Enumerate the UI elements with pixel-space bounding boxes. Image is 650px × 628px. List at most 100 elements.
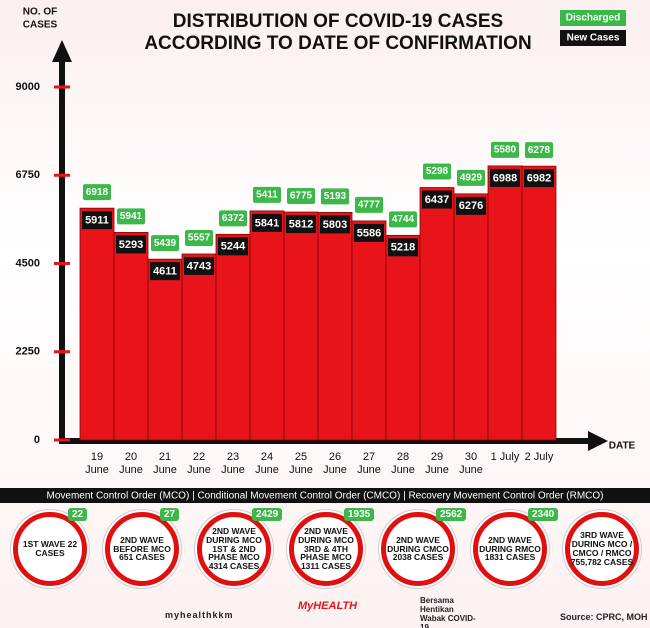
discharged-label-box: [491, 141, 519, 158]
discharged-label: 5941: [120, 211, 143, 222]
footer-handle: myhealthkkm: [165, 610, 234, 620]
chart-title: DISTRIBUTION OF COVID-19 CASES: [173, 11, 503, 32]
discharged-label: 5411: [256, 190, 278, 201]
banner: [0, 488, 650, 503]
value-label: 5244: [221, 241, 246, 253]
discharged-label: 5298: [426, 166, 449, 177]
x-tick-label: 22 June: [187, 451, 211, 476]
y-tick-label: 4500: [16, 257, 40, 269]
y-axis-label: NO. OF: [23, 7, 57, 18]
value-label: 4611: [153, 266, 177, 278]
value-label: 5586: [357, 227, 381, 239]
discharged-label: 6918: [86, 187, 109, 198]
x-tick-label: 23 June: [221, 451, 245, 476]
x-tick-label: 21 June: [153, 451, 177, 476]
value-label-box: [252, 213, 282, 232]
discharged-label: 4777: [358, 200, 381, 211]
legend-swatch: [560, 30, 626, 46]
wave-circle: 3RD WAVE DURING MCO / CMCO / RMCO 755,78…: [565, 512, 639, 586]
y-tick-label: 2250: [16, 346, 40, 358]
discharged-label: 6278: [528, 145, 551, 156]
bar: [249, 210, 285, 441]
x-tick-label: 20 June: [119, 451, 143, 476]
bar: [385, 234, 421, 441]
x-tick-label: 2 July: [524, 451, 554, 463]
legend-label: New Cases: [567, 33, 620, 44]
bar: [351, 220, 387, 441]
bar: [113, 231, 149, 441]
x-tick-label: 25 June: [289, 451, 313, 476]
discharged-label-box: [525, 142, 553, 159]
value-label-box: [150, 262, 180, 281]
wave-badge: 2562: [436, 508, 467, 521]
bar: [79, 207, 115, 441]
discharged-label-box: [321, 188, 349, 205]
bar: [317, 211, 353, 441]
chart-title: ACCORDING TO DATE OF CONFIRMATION: [144, 33, 531, 54]
value-label-box: [456, 196, 486, 215]
value-label: 5911: [85, 215, 109, 227]
discharged-label-box: [117, 208, 145, 225]
discharged-label: 4929: [460, 172, 483, 183]
value-label-box: [320, 215, 350, 234]
value-label-box: [354, 223, 384, 242]
x-tick-label: 26 June: [323, 451, 347, 476]
bar: [453, 193, 489, 441]
x-tick-label: 19 June: [85, 451, 109, 476]
value-label-box: [490, 168, 520, 187]
value-label-box: [286, 215, 316, 234]
wave-badge: 2429: [252, 508, 283, 521]
value-label: 6982: [527, 173, 551, 185]
discharged-label-box: [253, 186, 281, 203]
value-label-box: [524, 169, 554, 188]
x-tick-label: 30 June: [459, 451, 483, 476]
value-label: 5803: [323, 219, 347, 231]
value-label-box: [116, 235, 146, 254]
discharged-label: 5580: [494, 145, 517, 156]
x-axis-arrow: [588, 431, 608, 451]
x-tick-label: 29 June: [425, 451, 449, 476]
value-label: 5218: [391, 242, 415, 254]
value-label-box: [82, 211, 112, 230]
legend-label: Discharged: [566, 13, 620, 24]
value-label: 4743: [187, 260, 211, 272]
footer-source: Source: CPRC, MOH: [560, 612, 648, 622]
value-label: 6437: [425, 194, 449, 206]
bar: [487, 165, 523, 441]
discharged-label-box: [355, 196, 383, 213]
discharged-label-box: [151, 235, 179, 252]
wave-circle: 2ND WAVE DURING MCO 1ST & 2ND PHASE MCO …: [197, 512, 271, 586]
value-label: 5841: [255, 217, 279, 229]
discharged-label-box: [457, 169, 485, 186]
bar: [181, 253, 217, 441]
wave-circle: 2ND WAVE BEFORE MCO 651 CASES: [105, 512, 179, 586]
value-label-box: [388, 238, 418, 257]
footer-logo: Bersama Hentikan Wabak COVID-19: [420, 596, 476, 628]
wave-circle: 2ND WAVE DURING RMCO 1831 CASES: [473, 512, 547, 586]
wave-circle: 1ST WAVE 22 CASES: [13, 512, 87, 586]
discharged-label: 6775: [290, 191, 313, 202]
y-axis-arrow: [52, 40, 72, 62]
value-label-box: [422, 190, 452, 209]
bar: [283, 211, 319, 441]
discharged-label-box: [389, 211, 417, 228]
wave-badge: 22: [68, 508, 88, 521]
x-axis-label: DATE: [609, 441, 636, 452]
value-label-box: [184, 256, 214, 275]
wave-circle: 2ND WAVE DURING CMCO 2038 CASES: [381, 512, 455, 586]
value-label: 6988: [493, 172, 517, 184]
discharged-label-box: [287, 188, 315, 205]
banner-text: Movement Control Order (MCO) | Condition…: [46, 491, 603, 502]
y-tick-label: 9000: [16, 81, 40, 93]
discharged-label-box: [185, 229, 213, 246]
wave-badge: 27: [160, 508, 180, 521]
discharged-label: 5557: [188, 233, 211, 244]
legend-swatch: [560, 10, 626, 26]
bar: [521, 165, 557, 441]
discharged-label-box: [83, 184, 111, 201]
discharged-label: 4744: [392, 214, 415, 225]
wave-badge: 1935: [344, 508, 375, 521]
discharged-label-box: [219, 210, 247, 227]
x-tick-label: 28 June: [391, 451, 415, 476]
